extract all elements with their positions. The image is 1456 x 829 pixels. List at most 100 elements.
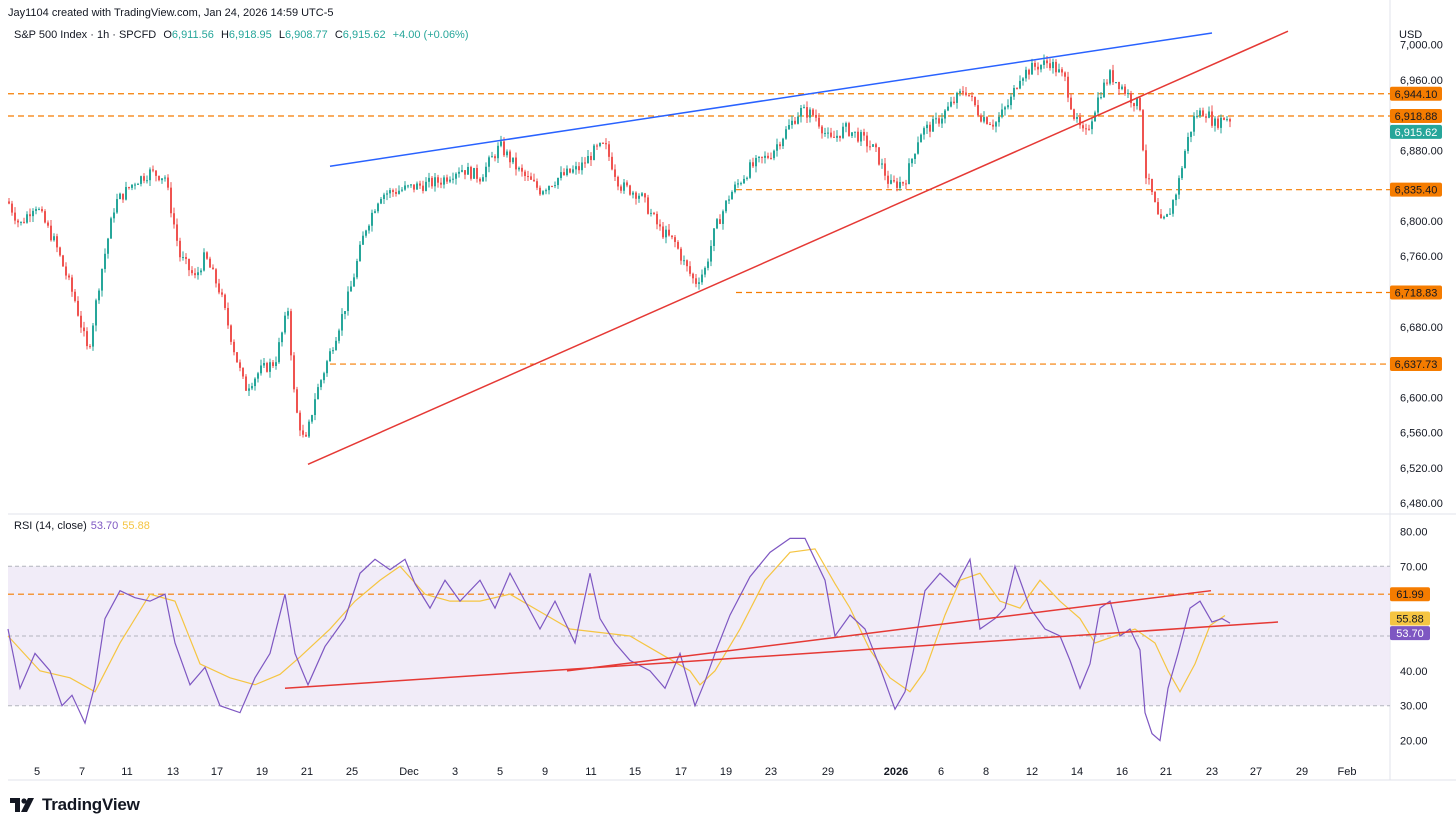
- candle-body: [338, 330, 340, 341]
- candle-body: [806, 107, 808, 118]
- candle-body: [74, 291, 76, 301]
- candle-body: [842, 126, 844, 138]
- candle-body: [527, 176, 529, 178]
- candle-body: [518, 167, 520, 170]
- candle-body: [266, 362, 268, 372]
- time-axis-tick-label: 29: [822, 766, 834, 778]
- candle-body: [110, 218, 112, 239]
- candle-body: [683, 260, 685, 262]
- candle-body: [710, 245, 712, 262]
- candle-body: [626, 182, 628, 186]
- candle-body: [836, 135, 838, 138]
- candle-body: [896, 181, 898, 188]
- candle-body: [743, 178, 745, 184]
- candle-body: [1124, 86, 1126, 94]
- time-axis-tick-label: 29: [1296, 766, 1308, 778]
- time-axis-tick-label: 23: [1206, 766, 1218, 778]
- candle-body: [245, 376, 247, 391]
- candle-body: [833, 136, 835, 138]
- candle-body: [638, 195, 640, 199]
- candle-body: [164, 177, 166, 179]
- candle-body: [191, 270, 193, 274]
- candle-body: [353, 277, 355, 287]
- candle-body: [581, 162, 583, 171]
- candle-body: [296, 389, 298, 413]
- time-axis-tick-label: 7: [79, 766, 85, 778]
- candle-body: [254, 378, 256, 387]
- candle-body: [1214, 118, 1216, 126]
- candle-body: [35, 209, 37, 211]
- price-axis-tick-label: 6,680.00: [1400, 322, 1443, 334]
- candle-body: [1061, 69, 1063, 73]
- candle-body: [575, 166, 577, 170]
- candle-body: [1211, 111, 1213, 126]
- candle-body: [227, 307, 229, 326]
- candle-body: [440, 182, 442, 185]
- candle-body: [740, 183, 742, 185]
- candle-body: [365, 230, 367, 236]
- candle-body: [725, 200, 727, 212]
- brand-logo[interactable]: TradingView: [10, 795, 140, 815]
- candle-body: [890, 180, 892, 184]
- candle-body: [803, 107, 805, 109]
- candle-body: [647, 197, 649, 214]
- candle-body: [623, 182, 625, 191]
- candle-body: [821, 126, 823, 134]
- candle-body: [1019, 80, 1021, 89]
- candle-body: [956, 92, 958, 103]
- candle-body: [290, 311, 292, 356]
- candle-body: [107, 238, 109, 254]
- candle-body: [434, 177, 436, 187]
- candle-body: [719, 219, 721, 224]
- candle-body: [935, 118, 937, 120]
- candle-body: [1109, 70, 1111, 84]
- candle-body: [1046, 60, 1048, 64]
- time-axis-tick-label: 19: [256, 766, 268, 778]
- candle-body: [212, 267, 214, 270]
- candle-body: [1016, 87, 1018, 89]
- candle-body: [23, 221, 25, 223]
- candle-body: [785, 129, 787, 139]
- candle-body: [443, 177, 445, 185]
- candle-body: [911, 158, 913, 164]
- currency-label[interactable]: USD: [1399, 29, 1423, 41]
- candle-body: [578, 166, 580, 171]
- candle-body: [494, 156, 496, 159]
- candle-body: [932, 119, 934, 132]
- candle-body: [257, 373, 259, 379]
- candle-body: [965, 92, 967, 95]
- candle-body: [560, 172, 562, 178]
- candle-body: [653, 212, 655, 214]
- candle-body: [1142, 110, 1144, 151]
- candle-body: [506, 151, 508, 156]
- candle-body: [377, 203, 379, 212]
- candle-body: [386, 193, 388, 195]
- candle-body: [197, 272, 199, 276]
- open-label: O: [163, 29, 172, 41]
- candle-body: [656, 213, 658, 225]
- candle-body: [1133, 103, 1135, 107]
- candle-body: [602, 142, 604, 144]
- price-axis-tick-label: 6,480.00: [1400, 498, 1443, 510]
- candle-body: [554, 185, 556, 187]
- candle-body: [392, 190, 394, 192]
- candle-body: [791, 120, 793, 126]
- candle-body: [182, 257, 184, 259]
- candle-body: [542, 191, 544, 195]
- candle-body: [593, 145, 595, 161]
- candle-body: [323, 373, 325, 381]
- time-axis-tick-label: 17: [211, 766, 223, 778]
- candle-body: [1148, 178, 1150, 180]
- time-axis-tick-label: 15: [629, 766, 641, 778]
- level-price-label: 6,637.73: [1390, 357, 1442, 372]
- level-price-label: 6,944.10: [1390, 86, 1442, 101]
- candle-body: [173, 213, 175, 225]
- candle-body: [902, 182, 904, 184]
- candle-body: [455, 173, 457, 179]
- candle-body: [893, 180, 895, 182]
- candle-body: [758, 156, 760, 158]
- candle-body: [908, 163, 910, 184]
- candle-body: [14, 212, 16, 221]
- candle-body: [905, 183, 907, 185]
